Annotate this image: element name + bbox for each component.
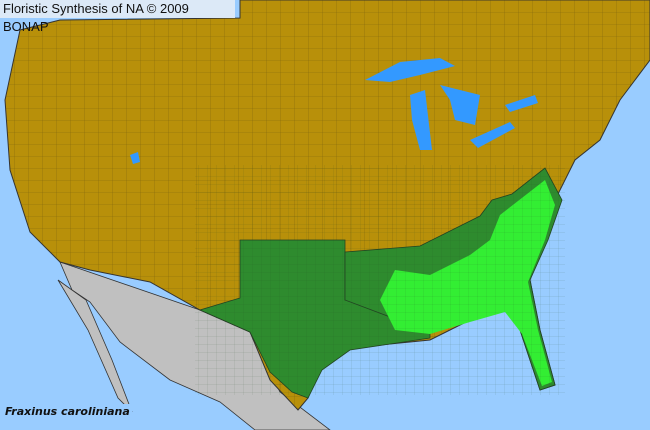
lake-huron [440, 85, 480, 125]
lake-superior [365, 58, 455, 82]
range-grid [195, 165, 565, 395]
lake-erie [470, 122, 515, 148]
species-label: Fraxinus caroliniana [3, 404, 132, 419]
map-title: Floristic Synthesis of NA © 2009 BONAP [0, 0, 235, 34]
lake-ontario [505, 95, 538, 112]
great-salt-lake [130, 152, 140, 164]
lake-michigan [410, 90, 432, 150]
baja-peninsula [57, 279, 133, 413]
